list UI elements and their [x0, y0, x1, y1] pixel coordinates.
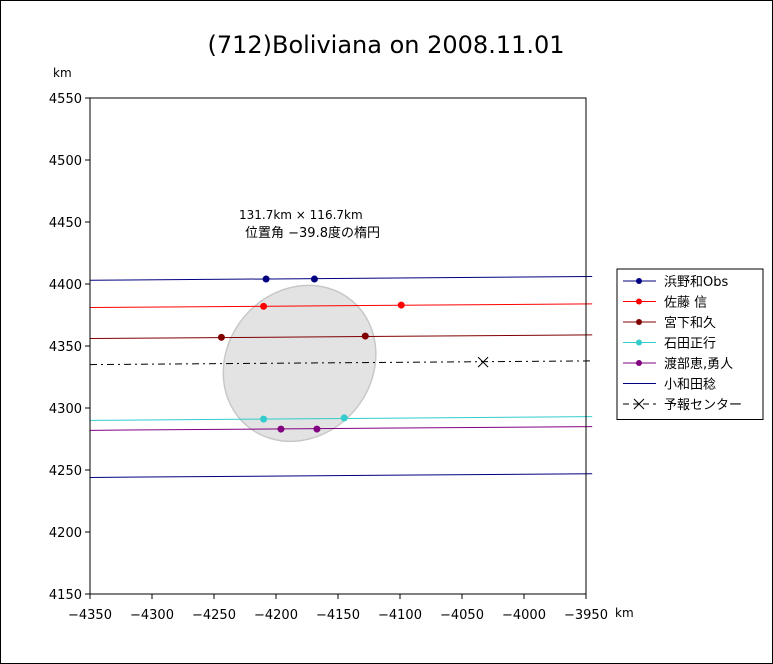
- y-tick-label-8: 4550: [49, 92, 82, 107]
- ellipse-size-annotation: 131.7km × 116.7km: [239, 208, 363, 222]
- series-point-0-1: [310, 275, 318, 283]
- x-tick-label-2: −4250: [192, 608, 236, 623]
- y-tick-label-0: 4150: [49, 588, 82, 603]
- legend-marker-6: [633, 398, 645, 410]
- x-tick-label-4: −4150: [316, 608, 360, 623]
- axes: 4150 4200 4250 4300 4350 4400 4450 4500 4550 −435…: [49, 92, 608, 623]
- chart-title: (712)Boliviana on 2008.11.01: [207, 31, 564, 59]
- y-tick-label-6: 4450: [49, 216, 82, 231]
- series-point-4-0: [277, 425, 285, 433]
- series-line-4: [90, 426, 593, 431]
- series-line-1: [90, 303, 593, 309]
- series-point-0-0: [262, 275, 270, 283]
- plot-area: [90, 275, 593, 478]
- x-tick-label-0: −4350: [68, 608, 112, 623]
- x-tick-label-3: −4200: [254, 608, 298, 623]
- y-tick-label-5: 4400: [49, 278, 82, 293]
- series-line-2: [90, 334, 593, 340]
- series-point-2-1: [361, 332, 369, 340]
- series-point-1-1: [397, 301, 405, 309]
- series-point-1-0: [260, 302, 268, 310]
- series-point-4-1: [313, 425, 321, 433]
- y-tick-label-1: 4200: [49, 526, 82, 541]
- x-tick-label-8: −3950: [564, 608, 608, 623]
- legend-label-3: 石田正行: [664, 337, 716, 352]
- legend-label-6: 予報センター: [664, 398, 742, 413]
- series-point-3-1: [340, 414, 348, 422]
- legend-marker-0: [636, 278, 642, 284]
- x-tick-label-1: −4300: [130, 608, 174, 623]
- legend-marker-2: [636, 319, 642, 325]
- legend-label-5: 小和田稔: [664, 378, 716, 393]
- series-point-2-0: [217, 333, 225, 341]
- series-line-0: [90, 276, 593, 281]
- legend-label-4: 渡部恵,勇人: [664, 356, 733, 372]
- x-tick-label-7: −4000: [502, 608, 546, 623]
- legend-marker-4: [636, 360, 642, 366]
- legend-marker-1: [636, 298, 642, 305]
- ellipse-angle-annotation: 位置角 −39.8度の楕円: [245, 225, 380, 241]
- series-point-6-0: [477, 356, 489, 368]
- series-point-3-0: [260, 415, 268, 423]
- legend-label-0: 浜野和Obs: [664, 275, 728, 290]
- x-unit-label: km: [615, 606, 634, 620]
- legend-marker-3: [636, 339, 642, 346]
- series-line-5: [90, 473, 593, 478]
- y-unit-label: km: [53, 66, 72, 80]
- y-tick-label-4: 4350: [49, 340, 82, 355]
- legend-label-2: 宮下和久: [664, 315, 716, 331]
- x-tick-label-6: −4050: [440, 608, 484, 623]
- y-tick-label-7: 4500: [49, 154, 82, 169]
- legend-label-1: 佐藤 信: [664, 296, 707, 311]
- y-tick-label-3: 4300: [49, 402, 82, 417]
- y-tick-label-2: 4250: [49, 464, 82, 479]
- x-tick-label-5: −4100: [378, 608, 422, 623]
